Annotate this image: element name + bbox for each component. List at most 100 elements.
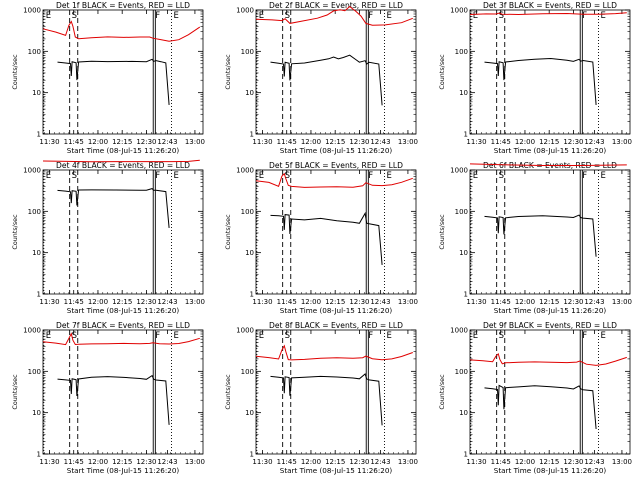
x-tick-label: 12:15 bbox=[539, 458, 559, 466]
marker-label: S bbox=[499, 171, 504, 181]
x-tick-label: 11:30 bbox=[39, 298, 59, 306]
marker-e-0: E bbox=[43, 330, 51, 454]
x-tick-label: 11:30 bbox=[252, 138, 272, 146]
marker-e-0: E bbox=[470, 10, 478, 134]
events-series-line bbox=[57, 188, 170, 228]
y-tick-label: 1000 bbox=[236, 327, 254, 335]
plot-frame bbox=[469, 329, 631, 455]
marker-label: F bbox=[368, 11, 373, 21]
marker-e-0: E bbox=[470, 330, 478, 454]
lld-series-line bbox=[469, 352, 627, 366]
x-axis-label: Start Time (08-Jul-15 11:26:20) bbox=[494, 146, 607, 155]
marker-s-1: S bbox=[282, 330, 292, 454]
x-axis-label: Start Time (08-Jul-15 11:26:20) bbox=[67, 306, 180, 315]
x-tick-label: 11:30 bbox=[466, 138, 486, 146]
x-tick-label: 12:15 bbox=[112, 298, 132, 306]
panel-title: Det 7f BLACK = Events, RED = LLD bbox=[56, 321, 190, 330]
events-series-line bbox=[484, 214, 597, 257]
y-tick-label: 100 bbox=[241, 368, 254, 376]
x-axis-label: Start Time (08-Jul-15 11:26:20) bbox=[280, 466, 393, 475]
marker-e-3: E bbox=[598, 10, 606, 134]
y-tick-label: 1000 bbox=[236, 7, 254, 15]
marker-e-0: E bbox=[470, 170, 478, 294]
x-tick-label: 11:30 bbox=[39, 138, 59, 146]
panel-1: Det 1f BLACK = Events, RED = LLD 1 10 100 10… bbox=[11, 1, 205, 155]
x-tick-label: 12:15 bbox=[539, 138, 559, 146]
marker-s-1: S bbox=[69, 330, 79, 454]
x-axis-label: Start Time (08-Jul-15 11:26:20) bbox=[494, 306, 607, 315]
x-tick-label: 12:43 bbox=[584, 458, 604, 466]
x-tick-label: 12:15 bbox=[112, 458, 132, 466]
marker-label: E bbox=[473, 11, 478, 21]
x-tick-label: 11:30 bbox=[466, 458, 486, 466]
x-tick-label: 12:30 bbox=[136, 298, 156, 306]
x-tick-label: 11:45 bbox=[64, 298, 84, 306]
marker-f-2: F bbox=[152, 330, 160, 454]
y-tick-label: 10 bbox=[245, 249, 254, 257]
marker-e-0: E bbox=[256, 170, 264, 294]
marker-label: E bbox=[600, 11, 605, 21]
x-tick-label: 13:00 bbox=[185, 458, 205, 466]
x-tick-label: 11:30 bbox=[252, 458, 272, 466]
marker-e-0: E bbox=[256, 330, 264, 454]
marker-label: E bbox=[259, 11, 264, 21]
x-tick-label: 12:30 bbox=[349, 298, 369, 306]
x-tick-label: 11:45 bbox=[491, 298, 511, 306]
x-tick-label: 12:15 bbox=[112, 138, 132, 146]
x-tick-label: 11:45 bbox=[491, 458, 511, 466]
x-axis-label: Start Time (08-Jul-15 11:26:20) bbox=[67, 146, 180, 155]
panel-title: Det 1f BLACK = Events, RED = LLD bbox=[56, 1, 190, 10]
x-tick-label: 12:43 bbox=[157, 458, 177, 466]
marker-s-1: S bbox=[496, 170, 506, 294]
x-tick-label: 11:45 bbox=[277, 138, 297, 146]
x-axis-label: Start Time (08-Jul-15 11:26:20) bbox=[280, 306, 393, 315]
x-tick-label: 13:00 bbox=[398, 458, 418, 466]
events-series-line bbox=[270, 54, 383, 106]
marker-f-2: F bbox=[579, 10, 587, 134]
marker-f-2: F bbox=[365, 10, 373, 134]
x-tick-label: 13:00 bbox=[612, 458, 632, 466]
marker-f-2: F bbox=[365, 170, 373, 294]
y-tick-label: 100 bbox=[28, 368, 41, 376]
marker-label: S bbox=[72, 11, 77, 21]
panel-title: Det 3f BLACK = Events, RED = LLD bbox=[483, 1, 617, 10]
x-tick-label: 12:00 bbox=[301, 298, 321, 306]
marker-label: E bbox=[46, 11, 51, 21]
marker-label: S bbox=[285, 171, 290, 181]
y-tick-label: 1000 bbox=[450, 167, 468, 175]
marker-label: S bbox=[72, 331, 77, 341]
x-axis-label: Start Time (08-Jul-15 11:26:20) bbox=[494, 466, 607, 475]
y-axis-label: Counts/sec bbox=[438, 214, 446, 250]
marker-label: F bbox=[582, 331, 587, 341]
events-series-line bbox=[57, 374, 170, 425]
lld-series-line bbox=[469, 163, 627, 166]
x-tick-label: 12:00 bbox=[515, 298, 535, 306]
y-axis-label: Counts/sec bbox=[224, 214, 232, 250]
marker-e-3: E bbox=[384, 170, 392, 294]
panel-4: Det 4f BLACK = Events, RED = LLD 1 10 100 10… bbox=[11, 159, 205, 315]
plot-frame bbox=[469, 9, 631, 135]
y-tick-label: 1000 bbox=[23, 7, 41, 15]
plot-frame bbox=[42, 169, 204, 295]
x-tick-label: 13:00 bbox=[185, 298, 205, 306]
lld-series-line bbox=[42, 159, 200, 163]
panel-title: Det 8f BLACK = Events, RED = LLD bbox=[269, 321, 403, 330]
marker-e-3: E bbox=[598, 170, 606, 294]
marker-e-3: E bbox=[598, 330, 606, 454]
marker-s-1: S bbox=[69, 10, 79, 134]
panel-9: Det 9f BLACK = Events, RED = LLD 1 10 100 10… bbox=[438, 321, 632, 475]
panel-title: Det 9f BLACK = Events, RED = LLD bbox=[483, 321, 617, 330]
y-tick-label: 1000 bbox=[23, 327, 41, 335]
lld-series-line bbox=[42, 20, 201, 42]
marker-label: E bbox=[386, 171, 391, 181]
marker-label: S bbox=[499, 11, 504, 21]
y-tick-label: 100 bbox=[28, 208, 41, 216]
marker-f-2: F bbox=[579, 330, 587, 454]
y-tick-label: 10 bbox=[459, 409, 468, 417]
x-tick-label: 12:30 bbox=[563, 138, 583, 146]
panel-3: Det 3f BLACK = Events, RED = LLD 1 10 100 10… bbox=[438, 1, 632, 155]
x-tick-label: 11:45 bbox=[64, 458, 84, 466]
x-tick-label: 12:00 bbox=[515, 138, 535, 146]
y-tick-label: 10 bbox=[32, 409, 41, 417]
marker-e-3: E bbox=[384, 10, 392, 134]
